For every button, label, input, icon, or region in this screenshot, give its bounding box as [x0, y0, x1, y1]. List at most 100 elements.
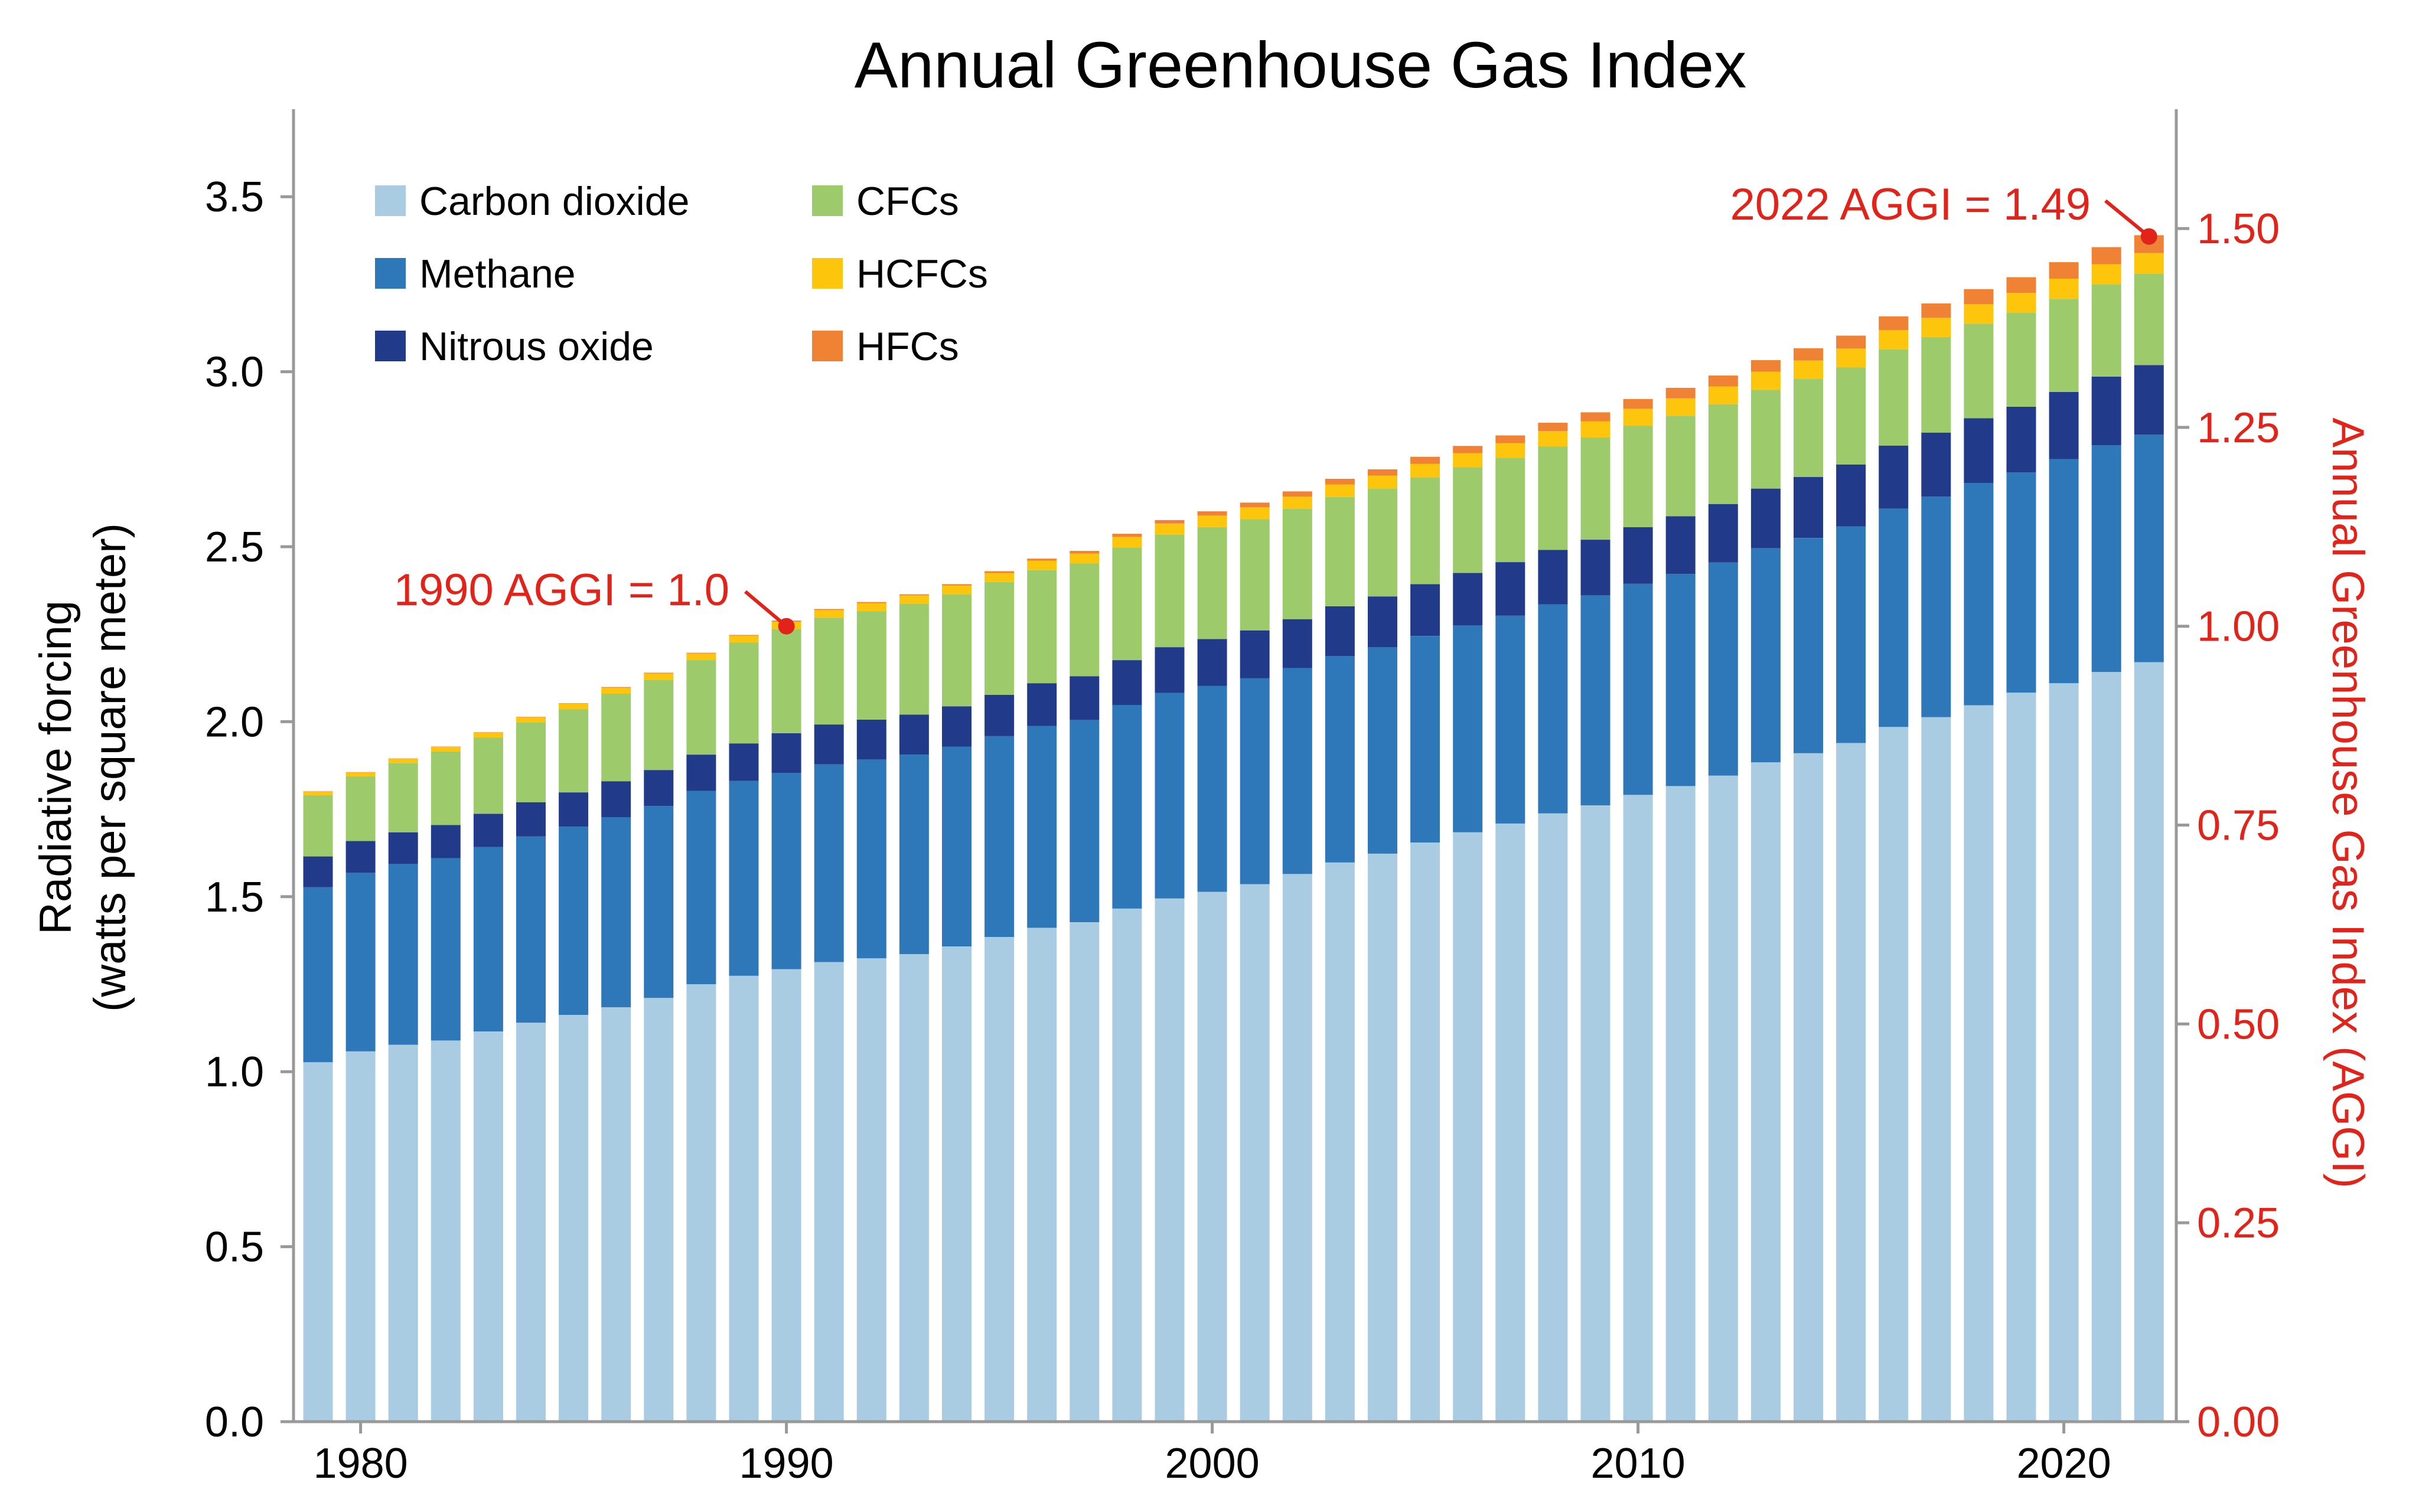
bar-cfcs-1988 [686, 660, 716, 755]
bar-cfcs-1982 [431, 751, 461, 825]
bar-cfcs-1985 [559, 709, 589, 793]
bar-methane-2012 [1708, 562, 1738, 776]
bar-methane-1993 [899, 755, 929, 954]
bar-methane-1991 [814, 764, 844, 962]
bar-cfcs-1984 [516, 722, 546, 802]
x-tick-label: 1990 [739, 1440, 834, 1487]
bar-hfcs-2016 [1879, 316, 1909, 330]
bar-nitrous-oxide-2003 [1325, 606, 1355, 656]
bar-cfcs-1987 [644, 680, 674, 770]
annotation-point [778, 618, 795, 635]
bar-hcfcs-2021 [2091, 264, 2121, 285]
bar-methane-1987 [644, 806, 674, 998]
bar-cfcs-1993 [899, 603, 929, 715]
bar-cfcs-1991 [814, 618, 844, 725]
legend-label: Methane [419, 252, 576, 296]
bars-group [303, 235, 2164, 1422]
bar-hcfcs-1994 [942, 585, 971, 595]
bar-methane-2019 [2006, 472, 2036, 693]
annotation-leader-line [2104, 199, 2150, 238]
bar-hcfcs-2020 [2049, 278, 2079, 299]
bar-cfcs-1983 [473, 737, 503, 814]
bar-methane-1990 [771, 772, 801, 969]
bar-hcfcs-2003 [1325, 484, 1355, 497]
bar-hfcs-2006 [1453, 446, 1483, 453]
bar-carbon-dioxide-2007 [1495, 823, 1525, 1422]
bar-carbon-dioxide-2013 [1750, 762, 1781, 1422]
bar-carbon-dioxide-2002 [1282, 874, 1312, 1422]
bar-methane-1996 [1027, 726, 1057, 928]
bar-hfcs-1986 [601, 687, 631, 688]
bar-methane-1998 [1112, 704, 1142, 909]
bar-nitrous-oxide-1996 [1027, 683, 1057, 726]
bar-methane-2001 [1240, 678, 1270, 884]
bar-hcfcs-2009 [1580, 421, 1611, 438]
bar-methane-2021 [2091, 445, 2121, 672]
bar-carbon-dioxide-1990 [771, 969, 801, 1422]
annotation-leader-line [744, 590, 788, 628]
bar-cfcs-2020 [2049, 299, 2079, 392]
bar-hcfcs-2006 [1453, 453, 1483, 468]
bar-hfcs-2020 [2049, 262, 2079, 279]
bar-carbon-dioxide-1992 [856, 958, 886, 1422]
bar-carbon-dioxide-1981 [388, 1044, 418, 1422]
bar-carbon-dioxide-1993 [899, 954, 929, 1422]
y2-tick-label: 0.00 [2197, 1399, 2280, 1446]
y2-tick-label: 0.25 [2197, 1200, 2280, 1247]
bar-nitrous-oxide-1984 [516, 802, 546, 837]
bar-hfcs-2012 [1708, 375, 1738, 387]
bar-nitrous-oxide-2022 [2134, 365, 2164, 435]
bar-hcfcs-1995 [984, 573, 1015, 582]
bar-hfcs-2015 [1836, 335, 1866, 349]
bar-nitrous-oxide-2014 [1794, 477, 1823, 538]
bar-hcfcs-2018 [1964, 304, 1994, 324]
annotations-group: 1990 AGGI = 1.0 2022 AGGI = 1.49 [394, 179, 2157, 635]
bar-cfcs-2009 [1580, 437, 1611, 540]
legend-swatch-hfcs [812, 331, 843, 361]
bar-hcfcs-2013 [1750, 371, 1781, 390]
bar-cfcs-1995 [984, 582, 1015, 695]
bar-cfcs-1998 [1112, 547, 1142, 661]
bar-nitrous-oxide-2011 [1665, 516, 1696, 574]
bar-nitrous-oxide-1989 [729, 743, 759, 781]
bar-cfcs-2000 [1197, 527, 1227, 639]
bar-hcfcs-2016 [1879, 330, 1909, 350]
bar-nitrous-oxide-2013 [1750, 488, 1781, 548]
bar-carbon-dioxide-1989 [729, 975, 759, 1422]
bar-nitrous-oxide-1985 [559, 792, 589, 827]
bar-cfcs-2016 [1879, 349, 1909, 446]
bar-hcfcs-1997 [1070, 553, 1100, 564]
bar-cfcs-1999 [1155, 534, 1185, 648]
bar-nitrous-oxide-1991 [814, 724, 844, 765]
y-axis-label-line1: Radiative forcing [31, 600, 81, 935]
bar-carbon-dioxide-1983 [473, 1031, 503, 1422]
bar-hfcs-2009 [1580, 412, 1611, 422]
bar-cfcs-1994 [942, 594, 971, 707]
bar-hcfcs-1984 [516, 717, 546, 723]
bar-hfcs-2013 [1750, 360, 1781, 372]
bar-hfcs-1998 [1112, 534, 1142, 537]
bar-hfcs-1992 [856, 602, 886, 603]
bar-carbon-dioxide-1986 [601, 1007, 631, 1422]
bar-hfcs-2007 [1495, 435, 1525, 443]
bar-hcfcs-2002 [1282, 497, 1312, 509]
bar-hfcs-1983 [473, 732, 503, 733]
bar-carbon-dioxide-2016 [1879, 727, 1909, 1422]
bar-carbon-dioxide-2008 [1538, 813, 1568, 1422]
bar-nitrous-oxide-1986 [601, 781, 631, 818]
bar-hfcs-1988 [686, 652, 716, 654]
bar-methane-2003 [1325, 656, 1355, 863]
bar-hcfcs-1986 [601, 687, 631, 694]
bar-hcfcs-2008 [1538, 431, 1568, 447]
bar-nitrous-oxide-2015 [1836, 464, 1866, 527]
bar-nitrous-oxide-2020 [2049, 392, 2079, 459]
bar-methane-2018 [1964, 483, 1994, 706]
bar-nitrous-oxide-2017 [1921, 432, 1951, 497]
bar-carbon-dioxide-2012 [1708, 775, 1738, 1422]
y2-axis-label: Annual Greenhouse Gas Index (AGGI) [2323, 417, 2373, 1188]
chart-title: Annual Greenhouse Gas Index [855, 29, 1746, 102]
bar-cfcs-1986 [601, 694, 631, 782]
bar-methane-1995 [984, 736, 1015, 937]
bar-hfcs-1985 [559, 703, 589, 704]
